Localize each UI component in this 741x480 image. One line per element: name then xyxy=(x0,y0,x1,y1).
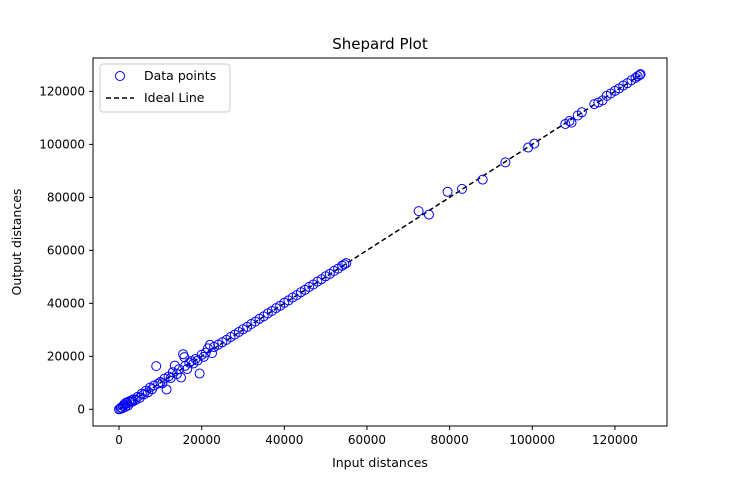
x-tick-label: 40000 xyxy=(265,433,303,447)
data-point xyxy=(634,69,645,80)
data-point xyxy=(477,174,488,185)
x-axis-label: Input distances xyxy=(332,455,428,470)
data-point xyxy=(341,258,352,269)
legend-box xyxy=(99,63,231,113)
data-point xyxy=(182,364,193,375)
x-tick-label: 100000 xyxy=(509,433,555,447)
y-axis-ticks: 0 20000 40000 60000 80000 100000 120000 xyxy=(39,84,93,416)
x-tick-label: 60000 xyxy=(348,433,386,447)
data-point xyxy=(176,372,187,383)
data-point xyxy=(339,259,350,270)
data-point xyxy=(207,348,218,359)
x-tick-label: 80000 xyxy=(431,433,469,447)
y-tick-label: 60000 xyxy=(47,243,85,257)
plot-frame xyxy=(92,57,668,427)
data-point xyxy=(179,352,190,363)
legend-label-data-points: Data points xyxy=(144,68,216,83)
data-points-layer xyxy=(114,69,646,415)
y-tick-label: 40000 xyxy=(47,296,85,310)
chart-title: Shepard Plot xyxy=(332,35,428,53)
y-axis-label: Output distances xyxy=(9,189,24,296)
legend: Data points Ideal Line xyxy=(99,63,231,113)
data-point xyxy=(442,186,453,197)
data-point xyxy=(500,157,511,168)
data-point xyxy=(576,107,587,118)
x-tick-label: 0 xyxy=(115,433,123,447)
data-point xyxy=(566,117,577,128)
data-point xyxy=(413,206,424,217)
x-tick-label: 20000 xyxy=(183,433,221,447)
data-point xyxy=(589,99,600,110)
y-tick-label: 0 xyxy=(77,402,85,416)
ideal-line xyxy=(118,74,641,410)
legend-marker-data-points xyxy=(115,71,125,81)
data-point xyxy=(151,361,162,372)
data-point xyxy=(564,116,575,127)
data-point xyxy=(161,384,172,395)
y-tick-label: 100000 xyxy=(39,137,85,151)
y-tick-label: 120000 xyxy=(39,84,85,98)
x-tick-label: 120000 xyxy=(592,433,638,447)
data-point xyxy=(153,378,164,389)
data-point xyxy=(423,209,434,220)
legend-label-ideal-line: Ideal Line xyxy=(144,90,205,105)
data-point xyxy=(635,69,646,80)
data-point xyxy=(632,71,643,82)
data-point xyxy=(529,138,540,149)
ideal-line-layer xyxy=(118,74,641,410)
y-tick-label: 20000 xyxy=(47,349,85,363)
data-point xyxy=(194,368,205,379)
data-point xyxy=(457,183,468,194)
data-point xyxy=(523,142,534,153)
x-axis-ticks: 0 20000 40000 60000 80000 100000 120000 xyxy=(115,426,638,447)
y-tick-label: 80000 xyxy=(47,190,85,204)
